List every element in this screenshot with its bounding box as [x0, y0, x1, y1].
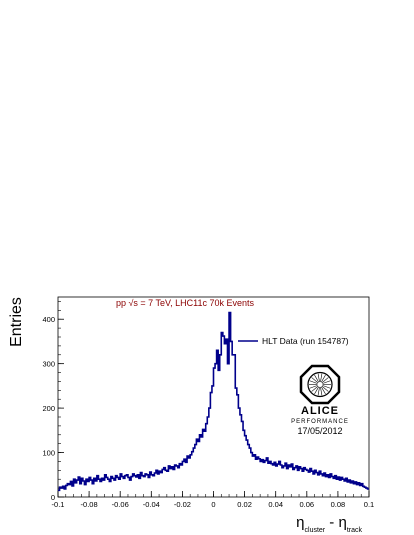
alice-logo-spoke [314, 386, 320, 395]
x-tick-label: 0.06 [299, 500, 314, 509]
alice-logo-spoke [314, 374, 320, 383]
chart-annotation: pp √s = 7 TeV, LHC11c 70k Events [116, 298, 255, 308]
alice-logo-spoke [311, 377, 319, 384]
x-axis-ticks: -0.1 -0.08 -0.06 -0.04 -0.02 0 0.02 0.04 0.06 0.0… [52, 491, 374, 509]
alice-logo-spoke [309, 385, 318, 389]
y-tick-label: 0 [51, 493, 55, 502]
x-axis-label: ηcluster - ηtrack [296, 514, 362, 534]
x-tick-label: -0.1 [52, 500, 65, 509]
x-axis-label-minus-eta: - η [325, 514, 347, 531]
y-tick-label: 200 [42, 404, 55, 413]
x-axis-label-sub-cluster: cluster [305, 527, 326, 534]
alice-logo-spoke [322, 385, 331, 389]
alice-logo-spoke [317, 373, 320, 383]
x-tick-label: 0 [211, 500, 215, 509]
alice-logo-text: ALICE [301, 405, 339, 417]
alice-logo-spoke [309, 380, 318, 384]
alice-logo-spoke [320, 386, 323, 396]
x-tick-label: -0.06 [112, 500, 129, 509]
y-axis-ticks: 0 100 200 300 400 [42, 301, 64, 502]
legend-label: HLT Data (run 154787) [262, 336, 349, 346]
alice-logo-spoke [321, 377, 329, 384]
alice-logo-spoke [320, 374, 326, 383]
x-tick-label: -0.04 [143, 500, 160, 509]
alice-logo-spoke [320, 386, 326, 395]
alice-logo-spoke [311, 385, 319, 392]
alice-logo-spoke [322, 380, 331, 384]
x-axis-label-eta: η [296, 514, 304, 531]
y-tick-label: 100 [42, 449, 55, 458]
y-axis-label: Entries [8, 297, 25, 347]
alice-logo-spoke [317, 386, 320, 396]
alice-logo-date: 17/05/2012 [297, 426, 342, 436]
y-tick-label: 400 [42, 315, 55, 324]
y-tick-label: 300 [42, 360, 55, 369]
alice-logo-spokes [309, 373, 331, 396]
alice-logo-subtext: PERFORMANCE [291, 419, 349, 425]
x-tick-label: -0.08 [81, 500, 98, 509]
histogram-series-line [58, 311, 369, 492]
x-tick-label: 0.08 [331, 500, 346, 509]
alice-logo-spoke [321, 385, 329, 392]
alice-logo-octagon [299, 364, 341, 405]
x-tick-label: -0.02 [174, 500, 191, 509]
alice-logo-circle [307, 371, 333, 398]
x-tick-label: 0.04 [268, 500, 283, 509]
x-axis-label-sub-track: track [347, 527, 363, 534]
alice-logo-spoke [320, 373, 323, 383]
alice-logo: ALICE PERFORMANCE 17/05/2012 [291, 364, 349, 436]
x-tick-label: 0.02 [237, 500, 252, 509]
x-tick-label: 0.1 [364, 500, 374, 509]
